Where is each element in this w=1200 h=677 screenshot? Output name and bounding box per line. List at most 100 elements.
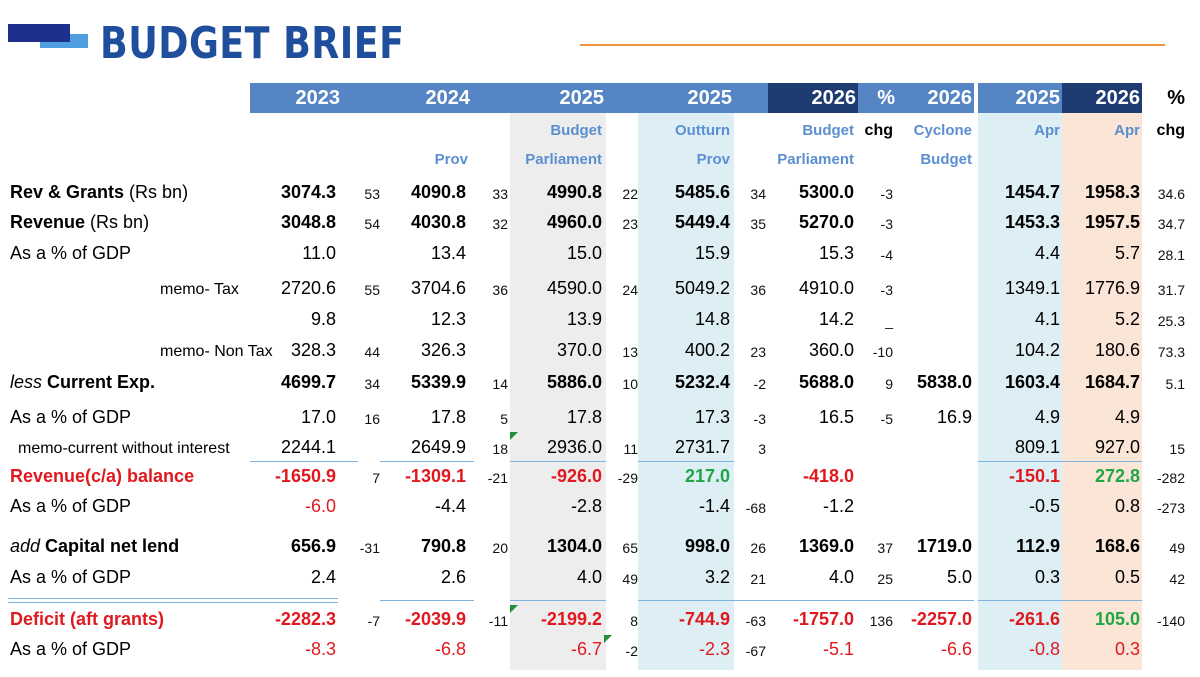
- pct-change-cell: 34: [750, 186, 766, 202]
- column-subheader: Budget: [550, 122, 602, 139]
- pct-change-cell: -67: [745, 643, 766, 659]
- pct-change-cell: 13: [622, 344, 638, 360]
- column-subheader: Apr: [1114, 122, 1140, 139]
- pct-change-cell: 65: [622, 540, 638, 556]
- table-cell: 4699.7: [280, 372, 336, 392]
- pct-change-cell: -5: [880, 411, 893, 427]
- comment-marker: [604, 635, 612, 643]
- column-subheader: chg: [864, 122, 893, 139]
- comment-marker: [510, 432, 518, 440]
- table-cell: 1304.0: [546, 536, 602, 556]
- divider-deficit: [8, 602, 338, 603]
- table-cell: 3704.6: [410, 278, 466, 298]
- row-label-main: As a % of GDP: [10, 243, 132, 263]
- table-cell: 3.2: [704, 567, 730, 587]
- row-label-main: As a % of GDP: [10, 407, 132, 427]
- divider-deficit: [8, 598, 338, 599]
- table-cell: -0.8: [1028, 639, 1060, 659]
- table-cell: 5.0: [946, 567, 972, 587]
- pct-change-cell: -63: [745, 613, 766, 629]
- table-row: Revenue (Rs bn) 3048.8 4030.8 4960.0 5449.4 5…: [0, 210, 1200, 236]
- row-label: memo- Tax: [160, 278, 239, 302]
- pct-change-cell: 36: [492, 282, 508, 298]
- pct-change-cell: 11: [623, 441, 638, 457]
- row-label-main: Current Exp.: [42, 372, 156, 392]
- table-cell: 13.4: [430, 243, 466, 263]
- pct-change-cell: -2: [753, 376, 766, 392]
- column-subheader: Prov: [696, 151, 730, 168]
- table-cell: 5049.2: [674, 278, 730, 298]
- year-header-2026-dark: [768, 83, 858, 113]
- divider-deficit: [380, 600, 474, 601]
- column-year-header: 2026: [1095, 87, 1141, 109]
- pct-change-cell: 21: [750, 571, 766, 587]
- pct-change-cell: 18: [492, 441, 508, 457]
- table-cell: -926.0: [550, 466, 602, 486]
- table-cell: 217.0: [684, 466, 730, 486]
- row-label: As a % of GDP: [10, 405, 131, 429]
- table-cell: 2731.7: [674, 437, 730, 457]
- pct-change-cell: 53: [364, 186, 380, 202]
- table-cell: 4.9: [1114, 407, 1140, 427]
- divider-balance: [380, 461, 474, 462]
- page-title: BUDGET BRIEF: [100, 18, 405, 69]
- pct-change-cell: 5.1: [1165, 376, 1185, 392]
- column-subheader: Cyclone: [913, 122, 972, 139]
- row-label-prefix: less: [10, 372, 43, 392]
- pct-change-cell: -2: [625, 643, 638, 659]
- table-row: Rev & Grants (Rs bn) 3074.3 4090.8 4990.8 54…: [0, 180, 1200, 206]
- row-label-main: Deficit (aft grants): [10, 609, 165, 629]
- pct-change-cell: 34.6: [1157, 186, 1185, 202]
- table-cell: 3074.3: [280, 182, 336, 202]
- table-cell: 5232.4: [674, 372, 730, 392]
- table-cell: 4030.8: [410, 212, 466, 232]
- table-cell: 5.2: [1114, 309, 1140, 329]
- column-subheader: Apr: [1034, 122, 1060, 139]
- apr-2025-column-shade: [978, 113, 1062, 670]
- table-cell: 656.9: [290, 536, 336, 556]
- pct-change-cell: 54: [364, 216, 380, 232]
- table-cell: 2.6: [440, 567, 466, 587]
- row-label: memo-current without interest: [18, 437, 230, 461]
- table-cell: 0.8: [1114, 496, 1140, 516]
- table-cell: -744.9: [678, 609, 730, 629]
- table-cell: 5485.6: [674, 182, 730, 202]
- table-row: As a % of GDP 2.4 2.6 4.0 3.2 4.0 5.0 0.3 0.5 49 2…: [0, 565, 1200, 591]
- year-header-band-3: [978, 83, 1062, 113]
- table-cell: 998.0: [684, 536, 730, 556]
- row-label-main: Capital net lend: [40, 536, 180, 556]
- table-cell: 5838.0: [916, 372, 972, 392]
- table-cell: -2039.9: [404, 609, 466, 629]
- row-label-unit: (Rs bn): [85, 212, 150, 232]
- table-cell: 2720.6: [280, 278, 336, 298]
- table-cell: -1309.1: [404, 466, 466, 486]
- year-header-band: [250, 83, 768, 113]
- row-label: As a % of GDP: [10, 241, 131, 265]
- pct-change-cell: -7: [367, 613, 380, 629]
- table-cell: -5.1: [822, 639, 854, 659]
- table-cell: 1603.4: [1004, 372, 1060, 392]
- table-cell: -1757.0: [792, 609, 854, 629]
- table-cell: 15.9: [694, 243, 730, 263]
- table-cell: 0.3: [1114, 639, 1140, 659]
- year-header-apr-2026-dark: [1062, 83, 1142, 113]
- row-label: As a % of GDP: [10, 637, 131, 661]
- row-label-main: Revenue(c/a) balance: [10, 466, 195, 486]
- pct-change-cell: -3: [880, 282, 893, 298]
- table-row: memo- Tax 2720.6 3704.6 4590.0 5049.2 4910.0 1…: [0, 276, 1200, 302]
- pct-change-cell: 24: [622, 282, 638, 298]
- table-cell: 326.3: [420, 340, 466, 360]
- table-row: memo- Non Tax 328.3 326.3 370.0 400.2 360.0 10…: [0, 338, 1200, 364]
- table-cell: 400.2: [684, 340, 730, 360]
- table-cell: 2649.9: [410, 437, 466, 457]
- table-cell: -1650.9: [274, 466, 336, 486]
- table-cell: 14.8: [694, 309, 730, 329]
- table-row: As a % of GDP -6.0 -4.4 -2.8 -1.4 -1.2 -0.5 0.8…: [0, 494, 1200, 520]
- table-cell: 927.0: [1094, 437, 1140, 457]
- divider-balance: [250, 461, 358, 462]
- table-cell: 272.8: [1094, 466, 1140, 486]
- table-cell: 3048.8: [280, 212, 336, 232]
- row-label-main: As a % of GDP: [10, 567, 132, 587]
- table-cell: 0.5: [1114, 567, 1140, 587]
- row-label: Revenue (Rs bn): [10, 210, 149, 234]
